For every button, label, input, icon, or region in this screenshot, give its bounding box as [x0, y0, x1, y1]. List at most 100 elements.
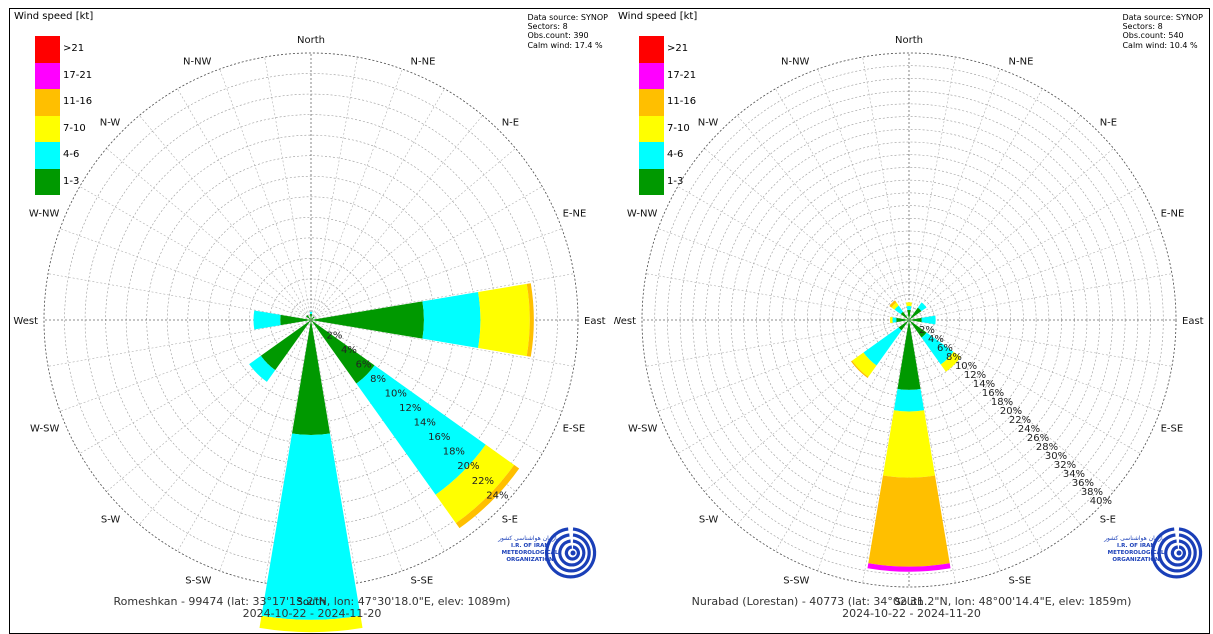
legend-swatch: [35, 115, 60, 142]
wind-rose-panel-nurabad: Wind speed [kt] Data source: SYNOP Secto…: [614, 8, 1210, 634]
petal-segment: [863, 327, 902, 366]
legend-title: Wind speed [kt]: [14, 11, 94, 22]
ring-label: 24%: [486, 490, 508, 501]
ring-label: 34%: [1063, 469, 1085, 480]
ring-label: 2%: [327, 331, 343, 342]
logo-script-text: سازمان هواشناسی کشور: [1103, 535, 1168, 542]
logo-spiral-ring: [1164, 539, 1192, 567]
chart-footer: Nurabad (Lorestan) - 40773 (lat: 34°02'3…: [614, 596, 1209, 620]
grid-spoke: [657, 228, 910, 321]
grid-ring: [64, 73, 558, 567]
direction-labels: North N-NE N-E E-NE East E-SE S-E S-SE South S-SW…: [614, 35, 1204, 608]
legend-swatch: [639, 62, 664, 89]
grid-spoke: [646, 273, 910, 321]
petal-segment: [851, 360, 869, 378]
obs-count: Obs.count: 540: [1122, 31, 1184, 41]
direction-label: W-SW: [30, 424, 59, 435]
grid-spoke: [79, 186, 312, 321]
data-source: Data source: SYNOP: [1122, 13, 1203, 22]
grid-spoke: [219, 68, 312, 321]
direction-label: E-NE: [563, 208, 587, 219]
grid-spoke: [908, 319, 956, 583]
direction-label: West: [614, 316, 636, 327]
grid-spoke: [657, 319, 910, 412]
grid-spoke: [908, 319, 1172, 367]
petal-segment: [892, 317, 897, 323]
ring-label: 14%: [973, 379, 995, 390]
logo-spiral-ring: [551, 533, 591, 573]
ring-label: 16%: [982, 388, 1004, 399]
grid-spoke: [908, 319, 1001, 572]
grid-spoke: [908, 319, 1043, 552]
grid-spoke: [59, 319, 312, 412]
grid-spoke: [310, 57, 358, 321]
direction-label: E-NE: [1161, 208, 1185, 219]
grid-spoke: [310, 319, 403, 572]
direction-label: S-SE: [411, 576, 434, 587]
grid-ring: [768, 179, 1050, 461]
legend-label: 17-21: [63, 69, 93, 81]
grid-spoke: [908, 228, 1161, 321]
station-label: Nurabad (Lorestan) - 40773 (lat: 34°02'3…: [691, 595, 1132, 608]
logo-line2: METEOROLOGICAL: [502, 550, 559, 556]
petal-segment: [309, 311, 313, 314]
petal-segment: [896, 317, 909, 323]
grid-spoke: [310, 273, 574, 321]
petal-segment: [311, 320, 375, 384]
petal-segment: [478, 283, 530, 357]
ring-label: 28%: [1036, 442, 1058, 453]
wind-rose-chart: 2%4%6%8%10%12%14%16%18%20%22%24%26%28%30…: [614, 35, 1204, 608]
petal-segment: [852, 352, 877, 377]
logo-spiral-ring: [1151, 527, 1203, 579]
logo-script-text: سازمان هواشناسی کشور: [497, 535, 562, 542]
outer-ring: [641, 52, 1177, 588]
petal-segment: [260, 320, 311, 371]
petal-segment: [921, 332, 954, 365]
logo-title: I.R. OF IRAN: [511, 543, 549, 549]
direction-label: N-NW: [781, 56, 810, 67]
grid-ring: [857, 268, 961, 372]
legend-swatch: [639, 36, 664, 63]
petal-segment: [311, 316, 315, 320]
outer-ring: [43, 52, 579, 588]
grid-spoke: [677, 186, 910, 321]
ring-label: 32%: [1054, 460, 1076, 471]
petal-segment: [867, 563, 951, 572]
ring-label: 10%: [955, 361, 977, 372]
grid-spoke: [106, 148, 312, 321]
petal-segment: [356, 365, 486, 495]
ring-label: 16%: [428, 432, 450, 443]
ring-label: 10%: [385, 389, 407, 400]
petal-segment: [917, 302, 927, 312]
legend-swatch: [35, 168, 60, 195]
petal-segment: [311, 301, 424, 339]
ring-label: 4%: [341, 345, 357, 356]
petal-segment: [940, 351, 961, 372]
logo-spiral-ring: [545, 527, 597, 579]
grid-spoke: [646, 319, 910, 367]
direction-label: N-NE: [411, 56, 436, 67]
ring-label: 8%: [946, 352, 962, 363]
petal-segment: [455, 464, 520, 529]
ring-labels: 2%4%6%8%10%12%14%16%18%20%22%24%26%28%30…: [919, 325, 1112, 507]
logo-spiral-core: [1176, 550, 1182, 556]
grid-spoke: [48, 319, 312, 367]
direction-label: N-W: [100, 117, 121, 128]
legend-label: 7-10: [667, 122, 690, 134]
petal-segment: [909, 317, 922, 323]
petal-segment: [882, 410, 936, 478]
legend-swatch: [35, 89, 60, 116]
direction-label: East: [584, 316, 606, 327]
direction-label: N-NE: [1009, 56, 1034, 67]
ring-label: 20%: [457, 461, 479, 472]
direction-label: S-E: [1100, 515, 1116, 526]
legend-label: >21: [63, 43, 85, 54]
ring-label: 8%: [370, 374, 386, 385]
logo-line3: ORGANIZATION: [506, 557, 554, 563]
legend-label: 11-16: [667, 96, 697, 107]
direction-label: S-SE: [1009, 576, 1032, 587]
direction-label: E-SE: [563, 424, 586, 435]
calm-wind: Calm wind: 17.4 %: [527, 40, 603, 50]
petal-segment: [249, 355, 276, 382]
wind-rose-chart: 2% 4% 6% 8% 10% 12% 14% 16% 18% 20% 22% 24% North N-N…: [13, 35, 606, 633]
